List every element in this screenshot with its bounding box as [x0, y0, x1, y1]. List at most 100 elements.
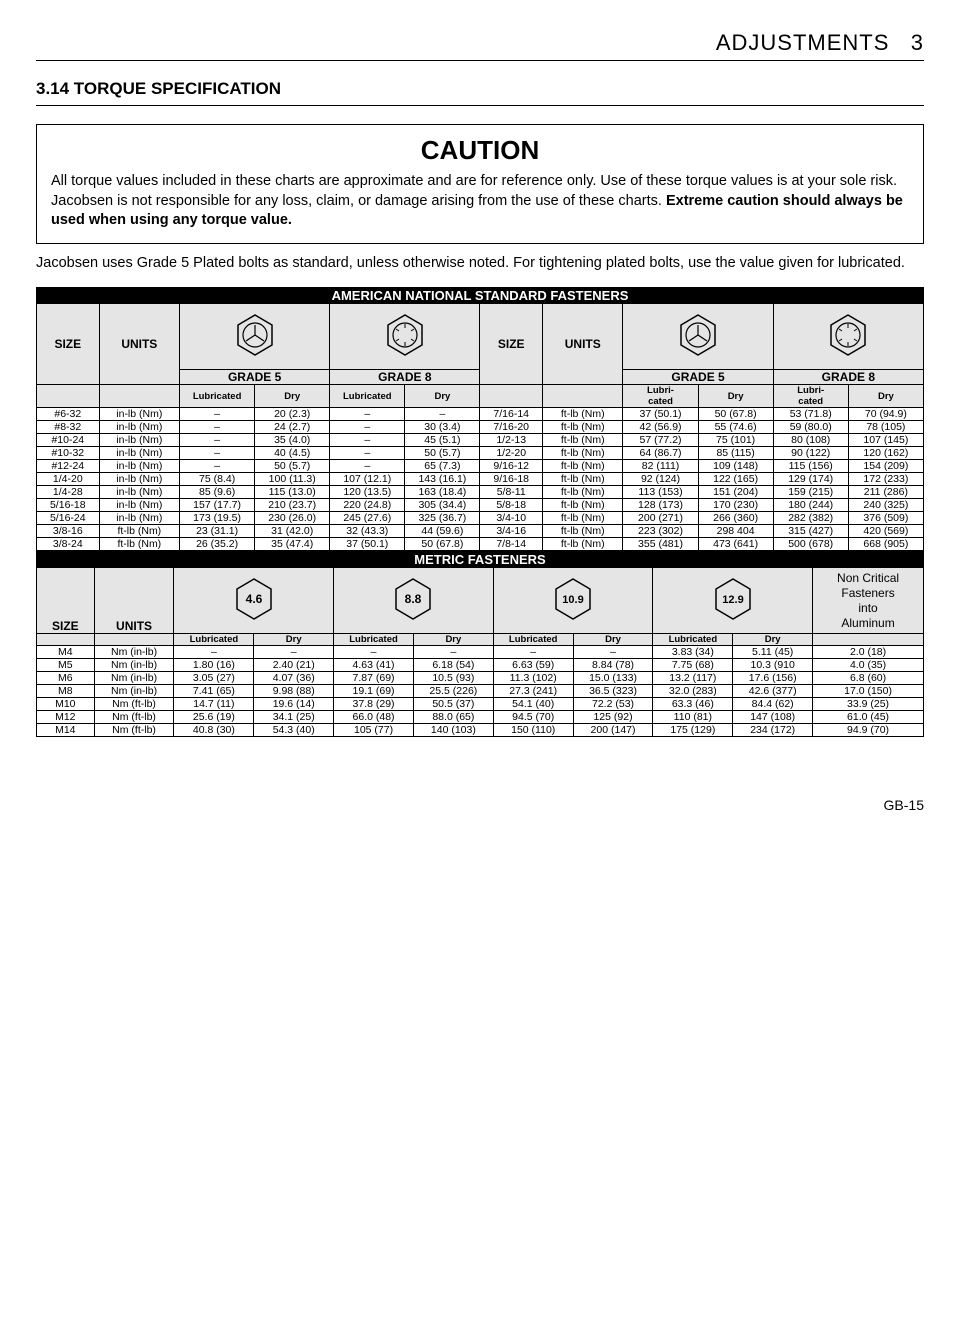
metric-sub-lub: Lubricated: [334, 634, 414, 646]
table-cell: 5/16-18: [37, 499, 100, 512]
table-cell: –: [180, 434, 255, 447]
table-cell: ft-lb (Nm): [543, 512, 623, 525]
table-cell: 180 (244): [773, 499, 848, 512]
table-cell: 230 (26.0): [255, 512, 330, 525]
table-cell: –: [330, 421, 405, 434]
table-cell: 31 (42.0): [255, 525, 330, 538]
table-cell: –: [180, 460, 255, 473]
table-cell: in-lb (Nm): [99, 460, 179, 473]
metric-grade-row: SIZE UNITS 4.6 8.8 10.9 12.9: [37, 568, 924, 634]
table-cell: 94.9 (70): [813, 724, 924, 737]
svg-text:8.8: 8.8: [405, 592, 422, 606]
table-cell: 30 (3.4): [405, 421, 480, 434]
table-cell: 82 (111): [623, 460, 698, 473]
ansi-icon-row: SIZE UNITS SIZE UNITS: [37, 304, 924, 370]
table-cell: 147 (108): [733, 711, 813, 724]
table-cell: 50 (5.7): [405, 447, 480, 460]
table-cell: 66.0 (48): [334, 711, 414, 724]
table-cell: 151 (204): [698, 486, 773, 499]
table-cell: 107 (12.1): [330, 473, 405, 486]
table-cell: 36.5 (323): [573, 685, 653, 698]
table-cell: 1/4-28: [37, 486, 100, 499]
section-rule: [36, 105, 924, 106]
table-cell: 9/16-18: [480, 473, 543, 486]
ansi-units-hdr-2: UNITS: [543, 304, 623, 385]
table-cell: 50 (67.8): [405, 538, 480, 551]
table-cell: 75 (8.4): [180, 473, 255, 486]
table-cell: 4.63 (41): [334, 659, 414, 672]
table-cell: 72.2 (53): [573, 698, 653, 711]
table-cell: ft-lb (Nm): [543, 447, 623, 460]
table-cell: Nm (ft-lb): [94, 698, 174, 711]
table-cell: 65 (7.3): [405, 460, 480, 473]
table-cell: #12-24: [37, 460, 100, 473]
table-cell: 420 (569): [848, 525, 923, 538]
table-cell: Nm (in-lb): [94, 646, 174, 659]
below-caution-text: Jacobsen uses Grade 5 Plated bolts as st…: [36, 254, 924, 274]
table-cell: 1.80 (16): [174, 659, 254, 672]
table-cell: 19.6 (14): [254, 698, 334, 711]
noncrit-l4: Aluminum: [841, 616, 894, 630]
table-cell: M5: [37, 659, 95, 672]
metric-size-hdr: SIZE: [37, 568, 95, 634]
ansi-sub-lub-split: cated: [773, 396, 848, 408]
table-cell: M14: [37, 724, 95, 737]
table-cell: 200 (271): [623, 512, 698, 525]
table-cell: 163 (18.4): [405, 486, 480, 499]
top-rule: [36, 60, 924, 61]
table-cell: –: [330, 408, 405, 421]
metric-noncrit-hdr: Non Critical Fasteners into Aluminum: [813, 568, 924, 634]
table-cell: 210 (23.7): [255, 499, 330, 512]
table-cell: 53 (71.8): [773, 408, 848, 421]
table-cell: 140 (103): [413, 724, 493, 737]
table-cell: 7.75 (68): [653, 659, 733, 672]
table-cell: 2.0 (18): [813, 646, 924, 659]
ansi-sub-lub-split: Lubri-: [623, 385, 698, 397]
table-cell: 75 (101): [698, 434, 773, 447]
table-cell: M4: [37, 646, 95, 659]
table-cell: 120 (162): [848, 447, 923, 460]
table-cell: ft-lb (Nm): [543, 408, 623, 421]
table-cell: 245 (27.6): [330, 512, 405, 525]
table-cell: 282 (382): [773, 512, 848, 525]
ansi-g8-icon-1: [330, 304, 480, 370]
table-cell: 17.0 (150): [813, 685, 924, 698]
table-cell: –: [573, 646, 653, 659]
table-row: 1/4-20in-lb (Nm)75 (8.4)100 (11.3)107 (1…: [37, 473, 924, 486]
table-cell: 85 (115): [698, 447, 773, 460]
ansi-sub-lub: Lubricated: [330, 385, 405, 408]
table-cell: ft-lb (Nm): [543, 525, 623, 538]
table-cell: 175 (129): [653, 724, 733, 737]
metric-sub-dry: Dry: [254, 634, 334, 646]
table-cell: 266 (360): [698, 512, 773, 525]
table-cell: 55 (74.6): [698, 421, 773, 434]
blank: [37, 385, 100, 408]
ansi-g5-icon-2: [623, 304, 773, 370]
table-cell: 37.8 (29): [334, 698, 414, 711]
table-row: #8-32in-lb (Nm)–24 (2.7)–30 (3.4)7/16-20…: [37, 421, 924, 434]
table-cell: 5.11 (45): [733, 646, 813, 659]
table-cell: 11.3 (102): [493, 672, 573, 685]
ansi-sub-dry: Dry: [405, 385, 480, 408]
table-row: #6-32in-lb (Nm)–20 (2.3)––7/16-14ft-lb (…: [37, 408, 924, 421]
table-cell: 315 (427): [773, 525, 848, 538]
table-cell: M8: [37, 685, 95, 698]
table-cell: 473 (641): [698, 538, 773, 551]
noncrit-l3: into: [858, 601, 877, 615]
table-cell: 7/16-20: [480, 421, 543, 434]
table-cell: 4.07 (36): [254, 672, 334, 685]
blank: [37, 634, 95, 646]
table-cell: 3/4-10: [480, 512, 543, 525]
table-cell: 115 (13.0): [255, 486, 330, 499]
ansi-g8-label-2: GRADE 8: [773, 370, 923, 385]
metric-banner: METRIC FASTENERS: [37, 552, 924, 568]
metric-subheader-row: Lubricated Dry Lubricated Dry Lubricated…: [37, 634, 924, 646]
table-cell: 19.1 (69): [334, 685, 414, 698]
noncrit-l1: Non Critical: [837, 571, 899, 585]
table-cell: 9.98 (88): [254, 685, 334, 698]
table-cell: 2.40 (21): [254, 659, 334, 672]
table-cell: 159 (215): [773, 486, 848, 499]
table-cell: 7.41 (65): [174, 685, 254, 698]
hex-bolt-icon: 12.9: [710, 576, 756, 622]
table-cell: 92 (124): [623, 473, 698, 486]
